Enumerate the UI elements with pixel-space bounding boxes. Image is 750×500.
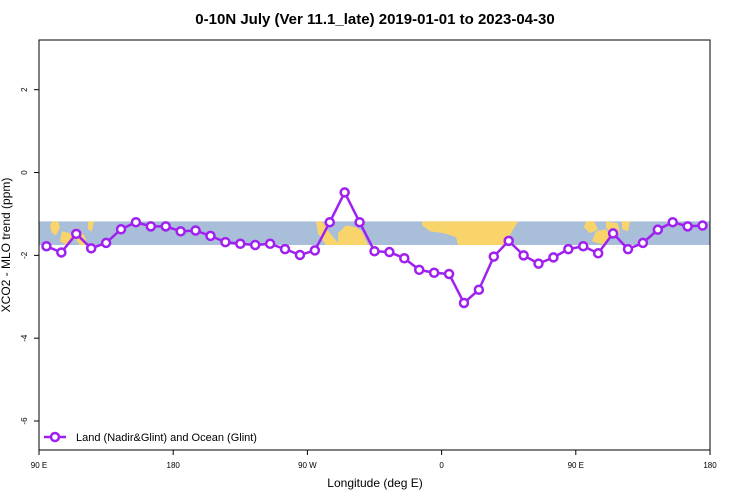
data-point xyxy=(518,250,529,261)
land-patch xyxy=(338,225,368,245)
x-tick-label: 90 W xyxy=(298,461,317,470)
map-band-land xyxy=(50,221,630,245)
legend: Land (Nadir&Glint) and Ocean (Glint) xyxy=(44,431,257,444)
data-point xyxy=(458,297,470,309)
data-point xyxy=(130,216,142,228)
land-patch xyxy=(88,221,94,232)
data-point xyxy=(85,243,97,254)
plot-frame xyxy=(38,39,711,451)
data-point xyxy=(160,221,171,232)
data-point xyxy=(354,216,365,228)
legend-label: Land (Nadir&Glint) and Ocean (Glint) xyxy=(76,432,257,444)
data-point xyxy=(533,258,544,269)
data-point xyxy=(592,248,604,259)
data-point xyxy=(652,224,664,235)
data-point xyxy=(205,230,216,242)
data-point xyxy=(578,240,589,252)
y-axis-label: XCO2 - MLO trend (ppm) xyxy=(0,178,13,313)
land-patch xyxy=(50,221,60,236)
y-tick-label: 2 xyxy=(20,87,29,92)
data-point xyxy=(41,240,52,252)
data-point xyxy=(667,216,678,228)
data-point xyxy=(503,235,514,247)
x-tick-label: 90 E xyxy=(31,461,47,470)
data-point xyxy=(309,245,321,256)
x-tick-label: 0 xyxy=(439,461,444,470)
data-point xyxy=(264,238,276,250)
data-point xyxy=(563,243,574,255)
data-point xyxy=(682,221,693,232)
data-point xyxy=(220,236,231,248)
data-point xyxy=(145,221,157,232)
data-point xyxy=(339,187,350,198)
data-point xyxy=(637,237,649,249)
data-point xyxy=(115,224,127,235)
data-point xyxy=(622,243,634,255)
data-point xyxy=(100,237,112,249)
y-axis: 2 0 -2 -4 -6 xyxy=(20,87,39,425)
data-point xyxy=(697,220,708,231)
data-point xyxy=(548,252,559,263)
data-point xyxy=(384,246,395,258)
data-point xyxy=(607,228,619,239)
data-point xyxy=(413,264,425,276)
data-point xyxy=(56,247,67,258)
y-tick-label: -2 xyxy=(20,251,29,259)
chart-title: 0-10N July (Ver 11.1_late) 2019-01-01 to… xyxy=(195,11,554,28)
data-point xyxy=(443,268,455,280)
data-point xyxy=(71,228,82,240)
series-layer xyxy=(41,187,708,309)
y-tick-label: -4 xyxy=(20,334,29,342)
y-tick-label: 0 xyxy=(20,170,29,175)
data-point xyxy=(175,226,186,237)
data-point xyxy=(294,249,306,261)
y-tick-label: -6 xyxy=(20,417,29,425)
data-point xyxy=(235,238,246,250)
x-axis-label: Longitude (deg E) xyxy=(327,476,422,490)
land-patch xyxy=(422,221,518,245)
data-point xyxy=(190,225,201,236)
x-tick-label: 180 xyxy=(703,461,717,470)
data-point xyxy=(249,239,261,251)
data-point xyxy=(399,253,410,264)
land-patch xyxy=(622,221,630,232)
data-point xyxy=(279,243,291,255)
x-tick-label: 180 xyxy=(167,461,181,470)
data-point xyxy=(369,245,380,257)
data-point xyxy=(488,251,500,262)
land-patch xyxy=(584,221,598,234)
legend-marker xyxy=(49,431,61,443)
data-point xyxy=(473,284,485,295)
data-point xyxy=(324,216,336,228)
x-axis: 90 E 180 90 W 0 90 E 180 xyxy=(31,450,717,470)
data-point xyxy=(428,267,440,278)
x-tick-label: 90 E xyxy=(568,461,584,470)
